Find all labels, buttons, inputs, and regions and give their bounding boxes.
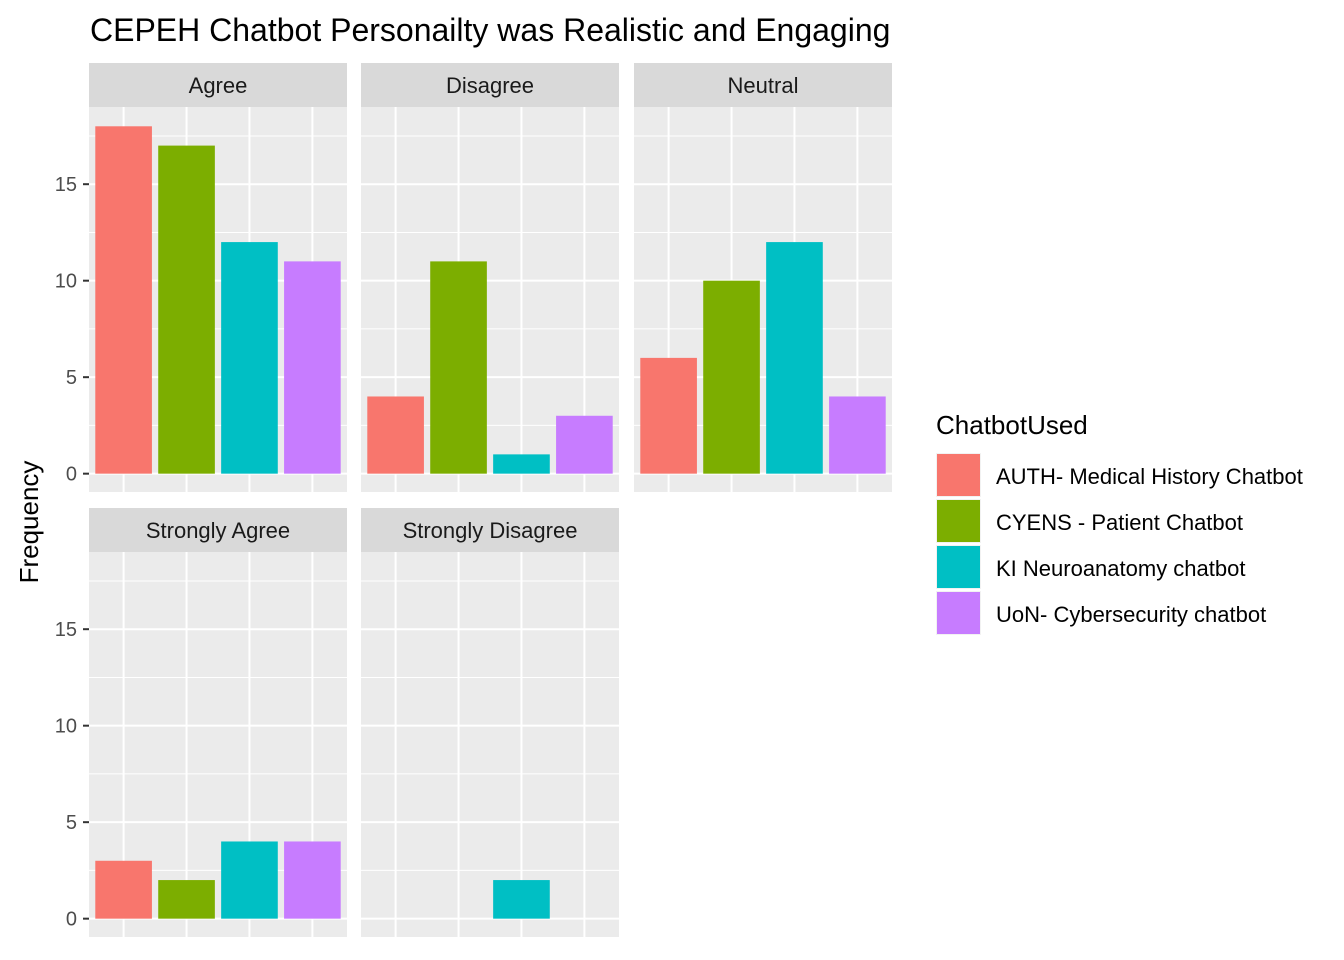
bar-strongly-disagree-ki-neuroanatomy-chatbot [493,880,550,919]
legend-swatch [937,500,980,542]
facet-panels: Agree Disagree Neutral Strongly Agree Strong… [89,63,892,937]
facet-panel-disagree: Disagree [361,63,619,523]
bar-neutral-ki-neuroanatomy-chatbot [766,242,823,474]
facet-strip-label: Strongly Agree [146,518,290,543]
facet-strip-label: Disagree [446,73,534,98]
bar-neutral-uon-cybersecurity-chatbot [829,396,886,474]
bar-agree-auth-medical-history-chatbot [95,126,152,474]
bar-strongly-agree-cyens-patient-chatbot [158,880,215,919]
facet-strip-label: Strongly Disagree [403,518,578,543]
legend-item-uon-cybersecurity-chatbot: UoN- Cybersecurity chatbot [936,591,1266,635]
y-tick-label: 15 [55,619,77,641]
y-axis: 0 5 10 15 [55,174,89,486]
facet-panel-strongly-agree: Strongly Agree [89,508,347,937]
legend-title: ChatbotUsed [936,410,1088,440]
facet-panel-agree: Agree [89,63,347,523]
legend-swatch [937,454,980,496]
legend: ChatbotUsed AUTH- Medical History Chatbo… [936,410,1303,635]
facet-strip [89,63,347,107]
bar-disagree-ki-neuroanatomy-chatbot [493,454,550,474]
bar-neutral-cyens-patient-chatbot [703,280,760,474]
panel-background [361,552,619,937]
y-tick-label: 10 [55,716,77,738]
chart-title: CEPEH Chatbot Personailty was Realistic … [90,12,890,48]
bar-disagree-cyens-patient-chatbot [430,261,487,474]
bar-disagree-auth-medical-history-chatbot [367,396,424,474]
y-tick-label: 0 [66,464,77,486]
y-axis-title: Frequency [14,461,44,584]
bar-neutral-auth-medical-history-chatbot [640,357,697,474]
bar-strongly-agree-uon-cybersecurity-chatbot [284,841,341,919]
legend-swatch [937,546,980,588]
y-tick-label: 10 [55,271,77,293]
legend-item-cyens-patient-chatbot: CYENS - Patient Chatbot [936,499,1243,543]
bar-disagree-uon-cybersecurity-chatbot [556,415,613,474]
bar-agree-cyens-patient-chatbot [158,145,215,474]
facet-panel-strongly-disagree: Strongly Disagree [361,508,619,937]
y-axes: 0 5 10 15 0 5 10 15 [55,174,89,931]
legend-item-auth-medical-history-chatbot: AUTH- Medical History Chatbot [936,453,1303,497]
legend-label: AUTH- Medical History Chatbot [996,464,1303,489]
legend-swatch [937,592,980,634]
y-axis: 0 5 10 15 [55,619,89,931]
legend-label: UoN- Cybersecurity chatbot [996,602,1266,627]
bar-agree-uon-cybersecurity-chatbot [284,261,341,474]
facet-strip [89,508,347,552]
facet-strip [361,508,619,552]
facet-panel-neutral: Neutral [634,63,892,523]
bar-strongly-agree-auth-medical-history-chatbot [95,860,152,919]
y-tick-label: 5 [66,367,77,389]
y-tick-label: 5 [66,812,77,834]
facet-strip-label: Agree [189,73,248,98]
legend-item-ki-neuroanatomy-chatbot: KI Neuroanatomy chatbot [936,545,1245,589]
bar-strongly-agree-ki-neuroanatomy-chatbot [221,841,278,919]
legend-label: KI Neuroanatomy chatbot [996,556,1245,581]
facet-strip [361,63,619,107]
bar-agree-ki-neuroanatomy-chatbot [221,242,278,474]
legend-items: AUTH- Medical History Chatbot CYENS - Pat… [936,453,1303,635]
facet-strip [634,63,892,107]
y-tick-label: 0 [66,909,77,931]
legend-label: CYENS - Patient Chatbot [996,510,1243,535]
y-tick-label: 15 [55,174,77,196]
facet-strip-label: Neutral [728,73,799,98]
